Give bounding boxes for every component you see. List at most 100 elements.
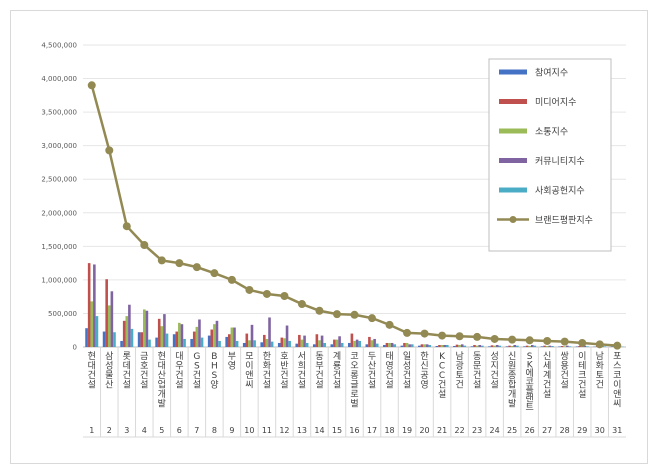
bar-1 <box>418 345 421 347</box>
bar-1 <box>383 344 386 347</box>
bar-2 <box>350 333 354 347</box>
bar-1 <box>575 346 579 347</box>
bar-2 <box>490 345 494 347</box>
bar-2 <box>508 345 511 347</box>
x-index-label: 4 <box>142 426 147 435</box>
bar-1 <box>505 346 509 347</box>
chart-svg: 0 500,000 1,000,000 1,500,000 2,000,000 2,500… <box>41 42 626 438</box>
legend-swatch <box>499 69 527 75</box>
bar-4 <box>320 335 324 347</box>
x-index-label: 14 <box>314 426 324 435</box>
bar-3 <box>510 345 514 347</box>
line-series <box>87 81 622 350</box>
bar-3 <box>388 342 391 347</box>
bar-5 <box>95 316 99 347</box>
bar-2 <box>385 342 389 347</box>
brand-index-point <box>227 275 236 284</box>
legend-label: 커뮤니티지수 <box>535 156 585 167</box>
bar-5 <box>183 338 186 347</box>
bar-2 <box>315 334 319 347</box>
bar-4 <box>198 319 201 347</box>
bar-3 <box>423 344 426 347</box>
bar-1 <box>260 342 264 347</box>
bar-1 <box>137 332 141 347</box>
bar-1 <box>155 337 158 347</box>
bar-2 <box>403 342 406 347</box>
bar-4 <box>355 339 359 347</box>
bar-5 <box>218 340 221 347</box>
brand-index-point <box>595 340 604 349</box>
y-tick-label: 500,000 <box>48 310 77 318</box>
y-tick-label: 1,500,000 <box>41 243 77 251</box>
bar-1 <box>540 346 544 347</box>
gridlines <box>83 44 626 348</box>
brand-index-point <box>403 328 412 337</box>
bar-3 <box>545 345 549 347</box>
bar-5 <box>428 344 432 347</box>
bar-3 <box>265 338 269 347</box>
bar-4 <box>460 344 464 347</box>
bar-1 <box>172 334 176 347</box>
brand-index-point <box>455 332 464 341</box>
bar-2 <box>140 332 144 347</box>
bar-4 <box>233 327 236 347</box>
bar-1 <box>190 338 193 347</box>
bar-1 <box>225 336 228 347</box>
legend-label: 브랜드평판지수 <box>535 215 593 226</box>
legend-label: 미디어지수 <box>535 97 576 108</box>
bar-series <box>85 263 624 347</box>
bar-5 <box>288 340 291 347</box>
bar-4 <box>583 345 587 347</box>
brand-index-point <box>315 306 324 315</box>
bar-2 <box>525 345 529 347</box>
bar-3 <box>248 340 251 347</box>
bar-1 <box>488 346 491 347</box>
bar-2 <box>280 337 284 347</box>
bar-5 <box>568 346 572 347</box>
bar-3 <box>458 344 461 347</box>
brand-index-point <box>105 146 114 155</box>
bar-1 <box>365 344 369 347</box>
bar-1 <box>102 331 106 347</box>
y-tick-label: 2,000,000 <box>41 209 77 217</box>
bar-3 <box>195 326 199 347</box>
bar-3 <box>230 327 234 347</box>
y-tick-label: 2,500,000 <box>41 176 77 184</box>
bar-5 <box>340 342 344 347</box>
bar-2 <box>298 334 301 347</box>
bar-4 <box>215 320 219 347</box>
x-index-label: 31 <box>612 426 622 435</box>
brand-index-point <box>140 240 149 249</box>
y-axis-ticks: 0 500,000 1,000,000 1,500,000 2,000,000 2,500… <box>41 42 77 352</box>
bar-1 <box>558 346 561 347</box>
bar-5 <box>375 343 379 347</box>
brand-index-point <box>560 337 569 346</box>
bar-2 <box>263 334 266 347</box>
x-index-label: 6 <box>177 426 182 435</box>
y-tick-label: 4,000,000 <box>41 75 77 83</box>
x-index-label: 30 <box>595 426 605 435</box>
bar-4 <box>565 345 569 347</box>
brand-index-point <box>192 263 201 272</box>
bar-2 <box>455 344 459 347</box>
bar-3 <box>318 340 321 347</box>
brand-index-point <box>525 336 534 345</box>
legend-swatch <box>499 187 527 193</box>
y-tick-label: 0 <box>73 344 77 352</box>
x-index-label: 11 <box>262 426 272 435</box>
bar-2 <box>438 344 441 347</box>
bar-4 <box>425 344 429 347</box>
brand-index-point <box>210 269 219 278</box>
bar-5 <box>235 340 239 347</box>
